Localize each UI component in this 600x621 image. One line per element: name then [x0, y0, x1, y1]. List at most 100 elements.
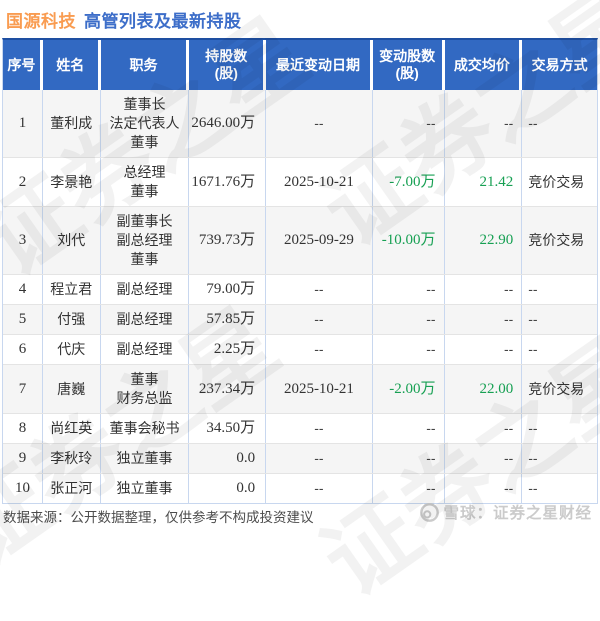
cell-no: 1 [3, 90, 43, 157]
header-position: 职务 [100, 40, 190, 90]
header-change-date: 最近变动日期 [266, 40, 373, 90]
cell-change-date: -- [266, 90, 373, 157]
cell-change-date: -- [266, 474, 373, 503]
table-row: 5 付强 副总经理 57.85万 -- -- -- -- [3, 305, 597, 335]
cell-shares: 1671.76万 [189, 158, 267, 206]
header-name: 姓名 [42, 40, 101, 90]
cell-avg-price: -- [445, 414, 523, 443]
cell-position: 独立董事 [101, 444, 190, 473]
cell-shares: 237.34万 [189, 365, 267, 413]
cell-name: 唐巍 [43, 365, 101, 413]
cell-name: 代庆 [43, 335, 101, 364]
cell-trade-method: -- [528, 281, 538, 297]
cell-avg-price: -- [445, 305, 523, 334]
cell-change-shares: -- [373, 335, 445, 364]
cell-position: 副总经理 [101, 305, 190, 334]
page-title: 国源科技 高管列表及最新持股 [6, 7, 242, 32]
cell-change-date: -- [266, 275, 373, 304]
table-row: 2 李景艳 总经理 董事 1671.76万 2025-10-21 -7.00万 21.42 竞价… [3, 158, 597, 207]
cell-position: 副总经理 [101, 335, 190, 364]
cell-avg-price: 21.42 [445, 158, 523, 206]
cell-shares: 0.0 [189, 444, 267, 473]
cell-change-shares: -- [373, 444, 445, 473]
cell-position: 独立董事 [101, 474, 190, 503]
cell-shares: 2646.00万 [189, 90, 267, 157]
header-avg-price: 成交均价 [444, 40, 523, 90]
cell-trade-method: -- [528, 420, 538, 436]
cell-name: 李秋玲 [43, 444, 101, 473]
cell-change-date: 2025-10-21 [266, 365, 373, 413]
table-row: 6 代庆 副总经理 2.25万 -- -- -- -- [3, 335, 597, 365]
cell-name: 李景艳 [43, 158, 101, 206]
table-row: 1 董利成 董事长 法定代表人 董事 2646.00万 -- -- -- -- [3, 90, 597, 158]
cell-name: 刘代 [43, 207, 101, 274]
cell-name: 董利成 [43, 90, 101, 157]
cell-no: 7 [3, 365, 43, 413]
cell-avg-price: -- [445, 275, 523, 304]
cell-no: 6 [3, 335, 43, 364]
cell-change-shares: -- [373, 305, 445, 334]
stock-name: 国源科技 [6, 12, 76, 31]
table-row: 3 刘代 副董事长 副总经理 董事 739.73万 2025-09-29 -10.00万 22.… [3, 207, 597, 275]
cell-change-shares: -- [373, 90, 445, 157]
cell-position: 副董事长 副总经理 董事 [101, 207, 190, 274]
cell-change-shares: -2.00万 [373, 365, 445, 413]
cell-position: 董事 财务总监 [101, 365, 190, 413]
cell-change-date: 2025-10-21 [266, 158, 373, 206]
cell-shares: 2.25万 [189, 335, 267, 364]
cell-shares: 79.00万 [189, 275, 267, 304]
cell-avg-price: 22.00 [445, 365, 523, 413]
table-row: 8 尚红英 董事会秘书 34.50万 -- -- -- -- [3, 414, 597, 444]
brand-text: 雪球：证券之星财经 [443, 505, 592, 522]
cell-avg-price: -- [445, 444, 523, 473]
cell-trade-method: -- [528, 341, 538, 357]
cell-no: 5 [3, 305, 43, 334]
table-row: 4 程立君 副总经理 79.00万 -- -- -- -- [3, 275, 597, 305]
cell-trade-method: -- [528, 480, 538, 496]
cell-shares: 0.0 [189, 474, 267, 503]
cell-change-date: -- [266, 305, 373, 334]
table-header-row: 序号 姓名 职务 持股数 (股) 最近变动日期 变动股数 (股) 成交均价 交易方式 [3, 40, 598, 90]
cell-avg-price: -- [445, 474, 523, 503]
cell-name: 程立君 [43, 275, 101, 304]
header-no: 序号 [3, 40, 43, 90]
data-source-note: 数据来源：公开数据整理，仅供参考不构成投资建议 [3, 510, 314, 525]
cell-change-shares: -10.00万 [373, 207, 445, 274]
executives-table: 序号 姓名 职务 持股数 (股) 最近变动日期 变动股数 (股) 成交均价 交易方式 1 董利成 董事… [2, 38, 598, 504]
brand-watermark: 雪球：证券之星财经 [420, 501, 592, 523]
table-row: 9 李秋玲 独立董事 0.0 -- -- -- -- [3, 444, 597, 474]
table-row: 7 唐巍 董事 财务总监 237.34万 2025-10-21 -2.00万 22.00 竞价交… [3, 365, 597, 414]
cell-no: 2 [3, 158, 43, 206]
page-subtitle: 高管列表及最新持股 [84, 12, 242, 31]
cell-trade-method: -- [528, 450, 538, 466]
header-shares: 持股数 (股) [189, 40, 267, 90]
cell-no: 8 [3, 414, 43, 443]
header-change-shares: 变动股数 (股) [372, 40, 445, 90]
cell-trade-method: -- [528, 311, 538, 327]
cell-change-shares: -7.00万 [373, 158, 445, 206]
cell-change-shares: -- [373, 414, 445, 443]
cell-trade-method: 竞价交易 [528, 380, 585, 397]
cell-change-date: 2025-09-29 [266, 207, 373, 274]
cell-avg-price: -- [445, 90, 523, 157]
cell-shares: 739.73万 [189, 207, 267, 274]
cell-trade-method: -- [528, 115, 538, 131]
cell-change-date: -- [266, 414, 373, 443]
header-trade-method: 交易方式 [522, 40, 598, 90]
cell-change-date: -- [266, 444, 373, 473]
cell-shares: 34.50万 [189, 414, 267, 443]
cell-position: 副总经理 [101, 275, 190, 304]
cell-shares: 57.85万 [189, 305, 267, 334]
cell-name: 尚红英 [43, 414, 101, 443]
table-row: 10 张正河 独立董事 0.0 -- -- -- -- [3, 474, 597, 503]
cell-change-date: -- [266, 335, 373, 364]
cell-avg-price: -- [445, 335, 523, 364]
cell-no: 9 [3, 444, 43, 473]
cell-no: 4 [3, 275, 43, 304]
cell-position: 总经理 董事 [101, 158, 190, 206]
cell-trade-method: 竞价交易 [528, 173, 585, 190]
cell-change-shares: -- [373, 275, 445, 304]
snowball-logo-icon [420, 502, 440, 522]
cell-name: 张正河 [43, 474, 101, 503]
table-body: 1 董利成 董事长 法定代表人 董事 2646.00万 -- -- -- -- 2 李景艳 总经理 董事 1… [3, 90, 597, 503]
